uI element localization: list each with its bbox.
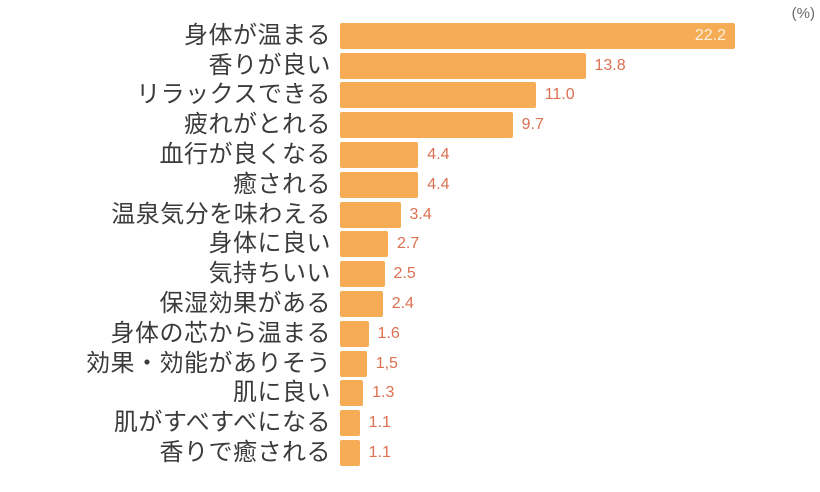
bar bbox=[340, 142, 419, 169]
category-label: 血行が良くなる bbox=[159, 141, 331, 169]
chart-row: 身体に良い 2.7 bbox=[0, 230, 820, 260]
bar bbox=[340, 350, 367, 377]
bar-track: 2.4 bbox=[340, 289, 820, 319]
bar: 22.2 bbox=[340, 22, 735, 49]
bar-track: 1,5 bbox=[340, 349, 820, 379]
bar-track: 11.0 bbox=[340, 81, 820, 111]
chart-row: 身体が温まる 22.2 bbox=[0, 21, 820, 51]
chart-row: 癒される 4.4 bbox=[0, 170, 820, 200]
value-label: 22.2 bbox=[694, 26, 726, 44]
bar bbox=[340, 410, 360, 437]
bar bbox=[340, 171, 419, 198]
category-label: 効果・効能がありそう bbox=[86, 349, 331, 377]
chart-row: 温泉気分を味わえる 3.4 bbox=[0, 200, 820, 230]
bar bbox=[340, 380, 364, 407]
value-label: 3.4 bbox=[409, 205, 432, 223]
chart-row: 香りが良い 13.8 bbox=[0, 51, 820, 81]
value-label: 2.4 bbox=[391, 295, 414, 313]
chart-row: 肌に良い 1.3 bbox=[0, 379, 820, 409]
bar bbox=[340, 320, 369, 347]
bar-track: 2.7 bbox=[340, 230, 820, 260]
bar-track: 4.4 bbox=[340, 140, 820, 170]
bar-track: 22.2 bbox=[340, 21, 820, 51]
category-label: 香りが良い bbox=[208, 51, 331, 79]
category-label: 温泉気分を味わえる bbox=[111, 200, 331, 228]
category-label: 身体の芯から温まる bbox=[110, 319, 331, 347]
category-label: 疲れがとれる bbox=[184, 111, 331, 139]
chart-row: 血行が良くなる 4.4 bbox=[0, 140, 820, 170]
bar-track: 4.4 bbox=[340, 170, 820, 200]
bar-track: 9.7 bbox=[340, 110, 820, 140]
category-label: 保湿効果がある bbox=[159, 290, 331, 318]
bar-track: 13.8 bbox=[340, 51, 820, 81]
value-label: 2.7 bbox=[397, 235, 420, 253]
category-label: 身体に良い bbox=[208, 230, 331, 258]
bar bbox=[340, 231, 388, 258]
value-label: 13.8 bbox=[594, 56, 626, 74]
bar-track: 1.1 bbox=[340, 408, 820, 438]
bar bbox=[340, 112, 513, 139]
category-label: 肌がすべすべになる bbox=[113, 409, 331, 437]
unit-label: (%) bbox=[791, 5, 815, 22]
value-label: 1.6 bbox=[377, 324, 400, 342]
bar-track: 1.3 bbox=[340, 379, 820, 409]
bar bbox=[340, 291, 383, 318]
category-label: 身体が温まる bbox=[184, 21, 331, 49]
bar-track: 3.4 bbox=[340, 200, 820, 230]
value-label: 1.3 bbox=[372, 384, 395, 402]
bar bbox=[340, 52, 586, 79]
bar-track: 1.6 bbox=[340, 319, 820, 349]
bar-track: 2.5 bbox=[340, 259, 820, 289]
value-label: 1.1 bbox=[368, 414, 391, 432]
bar-chart: 身体が温まる 22.2 香りが良い 13.8 リラックスできる 11.0 疲れがとれる 9.7… bbox=[0, 21, 820, 468]
value-label: 4.4 bbox=[427, 175, 450, 193]
value-label: 1,5 bbox=[375, 354, 398, 372]
chart-row: リラックスできる 11.0 bbox=[0, 81, 820, 111]
chart-row: 身体の芯から温まる 1.6 bbox=[0, 319, 820, 349]
chart-row: 香りで癒される 1.1 bbox=[0, 438, 820, 468]
category-label: リラックスできる bbox=[136, 81, 331, 109]
bar bbox=[340, 82, 536, 109]
bar bbox=[340, 201, 401, 228]
value-label: 4.4 bbox=[427, 146, 450, 164]
value-label: 2.5 bbox=[393, 265, 416, 283]
bar-track: 1.1 bbox=[340, 438, 820, 468]
chart-row: 効果・効能がありそう 1,5 bbox=[0, 349, 820, 379]
category-label: 肌に良い bbox=[233, 379, 331, 407]
chart-row: 肌がすべすべになる 1.1 bbox=[0, 408, 820, 438]
chart-row: 保湿効果がある 2.4 bbox=[0, 289, 820, 319]
value-label: 11.0 bbox=[544, 86, 575, 104]
value-label: 1.1 bbox=[368, 444, 391, 462]
chart-row: 気持ちいい 2.5 bbox=[0, 259, 820, 289]
bar bbox=[340, 261, 385, 288]
chart-row: 疲れがとれる 9.7 bbox=[0, 110, 820, 140]
bar bbox=[340, 440, 360, 467]
value-label: 9.7 bbox=[521, 116, 544, 134]
category-label: 香りで癒される bbox=[159, 439, 331, 467]
category-label: 気持ちいい bbox=[208, 260, 331, 288]
category-label: 癒される bbox=[233, 170, 331, 198]
